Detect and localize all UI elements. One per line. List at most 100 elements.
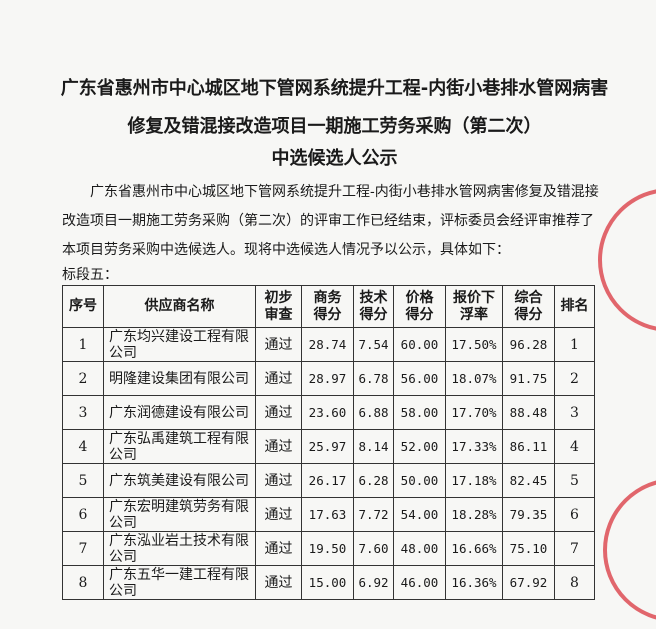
supplier-name-cell: 明隆建设集团有限公司 (103, 361, 256, 396)
table-header-row: 序号 供应商名称 初步 审查 商务 得分 技术 得分 价格 得分 报价下 浮率 综合 得分 排名 (62, 285, 595, 328)
review-cell: 通过 (255, 531, 302, 566)
price-score-cell: 56.00 (393, 361, 446, 396)
seq-cell: 5 (62, 463, 104, 498)
column-header: 排名 (554, 285, 595, 328)
discount-rate-cell: 17.18% (445, 463, 503, 498)
price-score-cell: 58.00 (393, 395, 446, 430)
table-row: 7 广东泓业岩土技术有限公司 通过 19.50 7.60 48.00 16.66% 75.10… (62, 531, 595, 566)
tech-score-cell: 8.14 (353, 429, 394, 464)
rank-cell: 5 (554, 463, 595, 498)
supplier-name-cell: 广东弘禹建筑工程有限公司 (103, 429, 256, 464)
supplier-name-cell: 广东宏明建筑劳务有限公司 (103, 497, 256, 532)
rank-cell: 4 (554, 429, 595, 464)
column-header-text: 浮率 (460, 306, 488, 323)
business-score-cell: 19.50 (301, 531, 354, 566)
column-header-text: 序号 (69, 298, 97, 314)
official-seal-bottom (603, 480, 656, 620)
total-score-cell: 79.35 (502, 497, 555, 532)
table-row: 3 广东润德建设有限公司 通过 23.60 6.88 58.00 17.70% 88.48 3 (62, 395, 595, 430)
total-score-cell: 96.28 (502, 327, 555, 362)
title-line-3: 中选候选人公示 (271, 148, 398, 169)
column-header: 序号 (62, 285, 104, 328)
total-score-cell: 86.11 (502, 429, 555, 464)
business-score-cell: 25.97 (301, 429, 354, 464)
review-cell: 通过 (255, 429, 302, 464)
column-header-text: 得分 (359, 306, 388, 323)
business-score-cell: 15.00 (301, 565, 354, 600)
rank-cell: 1 (554, 327, 595, 362)
total-score-cell: 67.92 (502, 565, 555, 600)
title-line-2: 修复及错混接改造项目一期施工劳务采购（第二次） (127, 116, 542, 137)
table-row: 8 广东五华一建工程有限公司 通过 15.00 6.92 46.00 16.36% 67.92… (62, 565, 595, 600)
column-header-text: 供应商名称 (144, 298, 215, 314)
tech-score-cell: 6.92 (353, 565, 394, 600)
column-header-text: 价格 (405, 289, 434, 306)
table-row: 5 广东筑美建设有限公司 通过 26.17 6.28 50.00 17.18% 82.45 5 (62, 463, 595, 498)
supplier-name-cell: 广东五华一建工程有限公司 (103, 565, 256, 600)
column-header: 报价下 浮率 (445, 285, 503, 328)
price-score-cell: 60.00 (393, 327, 446, 362)
column-header: 综合 得分 (502, 285, 555, 328)
tech-score-cell: 7.54 (353, 327, 394, 362)
column-header: 供应商名称 (103, 285, 256, 328)
column-header-text: 审查 (264, 306, 293, 323)
seq-cell: 6 (62, 497, 104, 532)
total-score-cell: 82.45 (502, 463, 555, 498)
table-row: 2 明隆建设集团有限公司 通过 28.97 6.78 56.00 18.07% 91.75 2 (62, 361, 595, 396)
business-score-cell: 17.63 (301, 497, 354, 532)
rank-cell: 8 (554, 565, 595, 600)
column-header-text: 商务 (313, 289, 342, 306)
section-label: 标段五： (62, 267, 118, 283)
discount-rate-cell: 17.33% (445, 429, 503, 464)
column-header-text: 技术 (359, 289, 388, 306)
column-header-text: 报价下 (453, 289, 495, 306)
tech-score-cell: 6.78 (353, 361, 394, 396)
discount-rate-cell: 17.70% (445, 395, 503, 430)
discount-rate-cell: 18.28% (445, 497, 503, 532)
review-cell: 通过 (255, 497, 302, 532)
column-header-text: 得分 (313, 306, 342, 323)
official-seal-top (598, 189, 656, 331)
supplier-name-cell: 广东泓业岩土技术有限公司 (103, 531, 256, 566)
discount-rate-cell: 17.50% (445, 327, 503, 362)
supplier-name-cell: 广东均兴建设工程有限公司 (103, 327, 256, 362)
seq-cell: 1 (62, 327, 104, 362)
candidate-table: 序号 供应商名称 初步 审查 商务 得分 技术 得分 价格 得分 报价下 浮率 综合 得分 排名 1 广东均兴… (62, 285, 595, 600)
supplier-name-cell: 广东润德建设有限公司 (103, 395, 256, 430)
column-header-text: 排名 (560, 298, 589, 314)
price-score-cell: 54.00 (393, 497, 446, 532)
column-header-text: 得分 (405, 306, 434, 323)
column-header-text: 得分 (514, 306, 543, 323)
tech-score-cell: 6.88 (353, 395, 394, 430)
review-cell: 通过 (255, 395, 302, 430)
column-header-text: 初步 (264, 289, 293, 306)
column-header-text: 综合 (514, 289, 543, 306)
tech-score-cell: 6.28 (353, 463, 394, 498)
discount-rate-cell: 16.36% (445, 565, 503, 600)
document-body: 广东省惠州市中心城区地下管网系统提升工程-内街小巷排水管网病害 修复及错混接改造… (61, 78, 608, 600)
table-row: 6 广东宏明建筑劳务有限公司 通过 17.63 7.72 54.00 18.28% 79.35… (62, 497, 595, 532)
seq-cell: 8 (62, 565, 104, 600)
announcement-paragraph: 广东省惠州市中心城区地下管网系统提升工程-内街小巷排水管网病害修复及错混接改造项… (62, 184, 599, 258)
seq-cell: 4 (62, 429, 104, 464)
price-score-cell: 52.00 (393, 429, 446, 464)
review-cell: 通过 (255, 463, 302, 498)
total-score-cell: 91.75 (502, 361, 555, 396)
review-cell: 通过 (255, 327, 302, 362)
business-score-cell: 26.17 (301, 463, 354, 498)
discount-rate-cell: 18.07% (445, 361, 503, 396)
rank-cell: 3 (554, 395, 595, 430)
price-score-cell: 48.00 (393, 531, 446, 566)
rank-cell: 2 (554, 361, 595, 396)
price-score-cell: 50.00 (393, 463, 446, 498)
total-score-cell: 75.10 (502, 531, 555, 566)
column-header: 商务 得分 (301, 285, 354, 328)
rank-cell: 6 (554, 497, 595, 532)
rank-cell: 7 (554, 531, 595, 566)
business-score-cell: 23.60 (301, 395, 354, 430)
review-cell: 通过 (255, 565, 302, 600)
total-score-cell: 88.48 (502, 395, 555, 430)
table-row: 1 广东均兴建设工程有限公司 通过 28.74 7.54 60.00 17.50% 96.28… (62, 327, 595, 362)
seq-cell: 3 (62, 395, 104, 430)
supplier-name-cell: 广东筑美建设有限公司 (103, 463, 256, 498)
